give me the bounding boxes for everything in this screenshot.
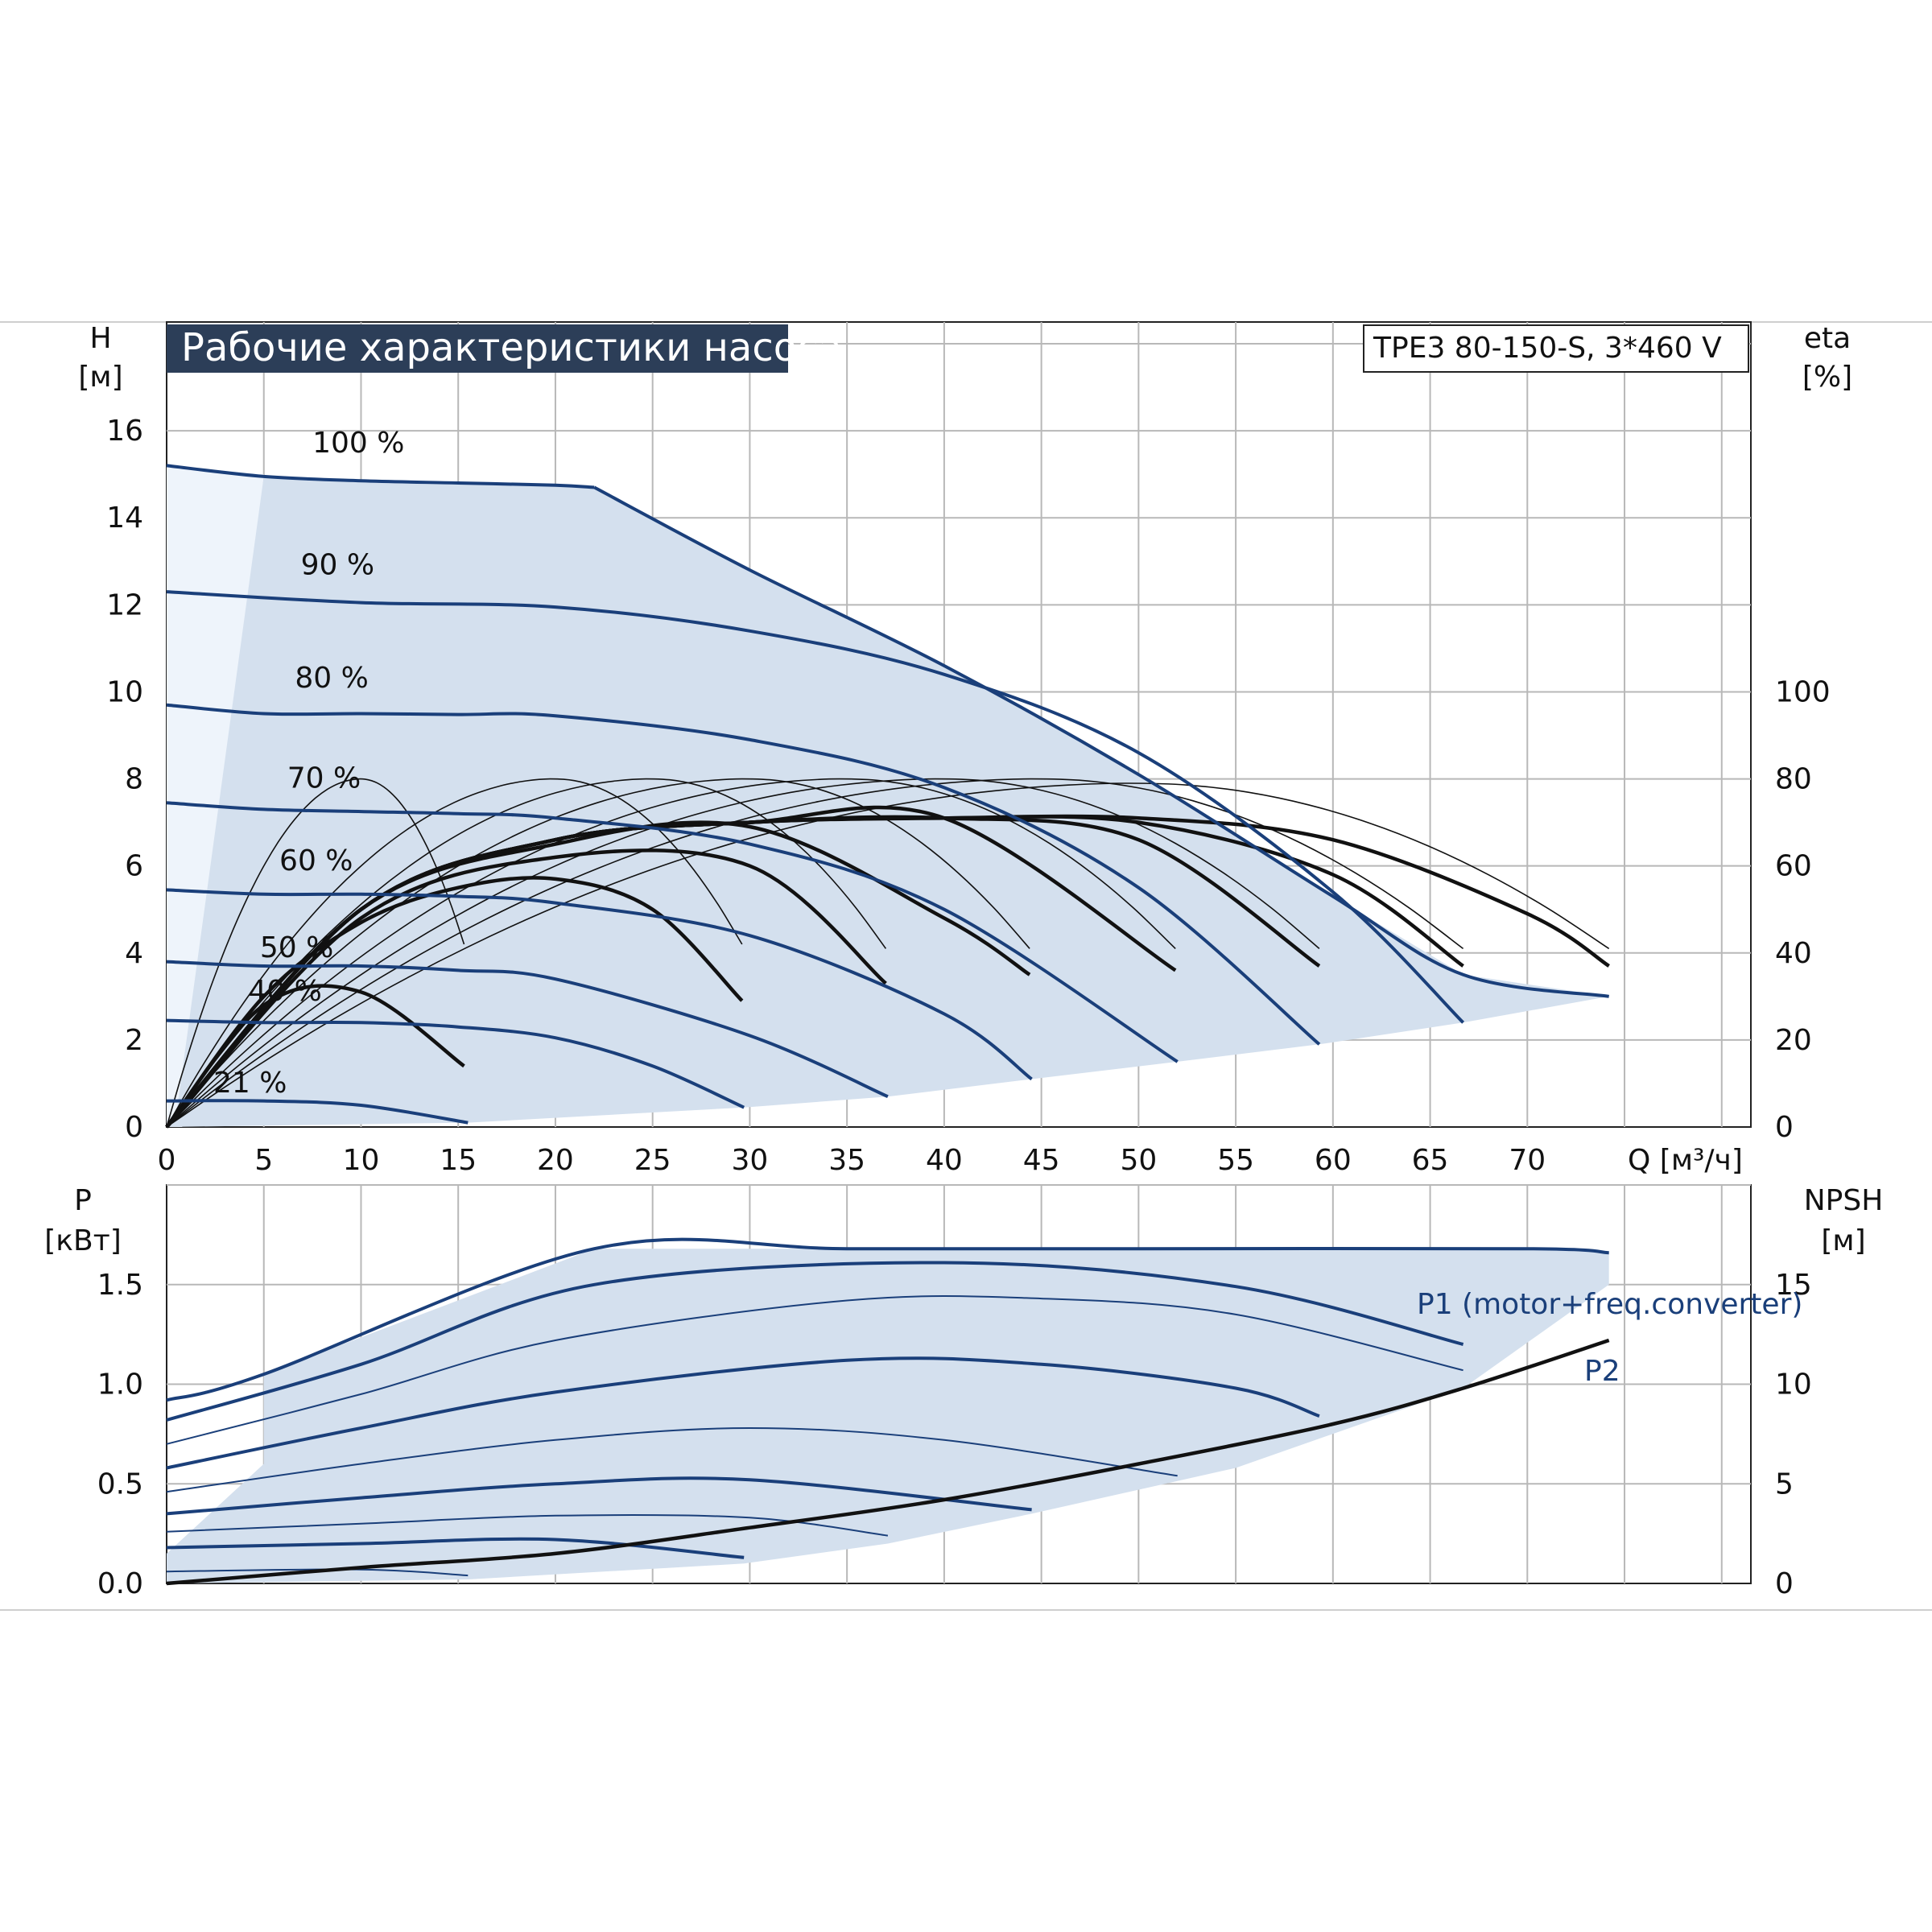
x-tick-label: 40 <box>926 1144 963 1177</box>
speed-labels: 100 % 90 % 80 % 70 % 60 % 50 % 40 % 21 % <box>213 427 405 1100</box>
speed-label: 80 % <box>295 662 368 695</box>
efficiency-curve <box>165 814 1610 1129</box>
x-tick-label: 30 <box>732 1144 769 1177</box>
speed-label: 50 % <box>260 931 333 964</box>
npsh-tick-label: 0 <box>1775 1567 1794 1600</box>
p-tick-label: 1.5 <box>97 1269 143 1302</box>
head-curve <box>593 485 1609 998</box>
y-axis-label-h: H <box>89 322 111 355</box>
y-axis-unit-h: [м] <box>78 361 122 394</box>
head-curve <box>166 801 1179 1063</box>
y-tick-label: 2 <box>125 1024 143 1057</box>
y2-tick-label: 20 <box>1775 1024 1812 1057</box>
efficiency-max-curve <box>166 778 465 1128</box>
x-tick-label: 70 <box>1509 1144 1546 1177</box>
speed-label: 70 % <box>287 762 361 795</box>
head-curve <box>166 590 1465 1024</box>
p2-curve <box>166 1338 1610 1586</box>
x-tick-label: 20 <box>537 1144 574 1177</box>
x-axis-label-q: Q [м³/ч] <box>1628 1144 1743 1177</box>
power-panel: 0.0 0.5 1.0 1.5 0 5 10 15 P [кВт] NPSH [м] P1 (… <box>44 1184 1883 1600</box>
y2-axis-unit-npsh: [м] <box>1821 1224 1865 1257</box>
model-label: TPE3 80-150-S, 3*460 V <box>1373 332 1722 365</box>
speed-label: 90 % <box>301 549 374 582</box>
p2-series-label: P2 <box>1584 1355 1620 1388</box>
npsh-tick-label: 15 <box>1775 1269 1812 1302</box>
y2-axis-unit-eta: [%] <box>1802 361 1852 394</box>
p1-curve <box>166 1356 1320 1470</box>
efficiency-curve <box>165 848 887 1129</box>
head-curve <box>166 1018 745 1109</box>
head-curve <box>166 1099 469 1125</box>
y2-tick-label: 0 <box>1775 1111 1794 1144</box>
x-tick-label: 35 <box>828 1144 865 1177</box>
p1-curve <box>166 1537 745 1559</box>
speed-label: 100 % <box>312 427 404 460</box>
x-tick-label: 55 <box>1217 1144 1254 1177</box>
y-tick-label: 16 <box>106 415 143 448</box>
y-tick-label: 4 <box>125 937 143 970</box>
npsh-tick-label: 10 <box>1775 1368 1812 1402</box>
y-axis-unit-p: [кВт] <box>44 1224 122 1257</box>
y-tick-label: 0 <box>125 1111 143 1144</box>
x-tick-label: 0 <box>158 1144 176 1177</box>
efficiency-curve <box>165 876 744 1129</box>
power-envelope-fill <box>167 1249 1609 1583</box>
p1-curve <box>166 1426 1178 1493</box>
x-tick-label: 50 <box>1120 1144 1157 1177</box>
y2-tick-label: 60 <box>1775 850 1812 883</box>
power-curves <box>166 1237 1610 1586</box>
head-curves <box>166 464 1609 1125</box>
x-tick-label: 15 <box>440 1144 477 1177</box>
y-axis-label-p: P <box>74 1184 92 1217</box>
p1-max-curve <box>166 1237 1609 1402</box>
head-curve <box>166 703 1321 1046</box>
x-tick-label: 60 <box>1315 1144 1352 1177</box>
title-box <box>167 324 788 373</box>
x-tick-label: 65 <box>1412 1144 1449 1177</box>
y2-tick-label: 80 <box>1775 763 1812 796</box>
speed-label: 60 % <box>279 844 353 877</box>
p1-curve <box>166 1261 1464 1422</box>
head-curve <box>166 960 889 1099</box>
model-box <box>1363 324 1749 373</box>
x-tick-label: 45 <box>1023 1144 1060 1177</box>
head-tick-labels: 0 5 10 15 20 25 30 35 40 45 50 55 60 65 70 0 2 4 6 8 10 12 14 1… <box>106 415 1831 1177</box>
p-tick-label: 0.0 <box>97 1567 143 1600</box>
y2-tick-label: 40 <box>1775 937 1812 970</box>
efficiency-max-curve <box>166 778 1464 1128</box>
head-curve <box>166 888 1033 1081</box>
npsh-tick-label: 5 <box>1775 1468 1794 1501</box>
p-tick-label: 0.5 <box>97 1468 143 1501</box>
y2-tick-label: 100 <box>1775 675 1831 708</box>
power-tick-labels: 0.0 0.5 1.0 1.5 0 5 10 15 <box>97 1269 1812 1600</box>
p1-curve <box>166 1476 1032 1516</box>
p-tick-label: 1.0 <box>97 1368 143 1402</box>
y2-axis-label-npsh: NPSH <box>1804 1184 1884 1217</box>
p1-series-label: P1 (motor+freq.converter) <box>1417 1288 1802 1321</box>
power-envelope <box>167 1249 1609 1583</box>
head-envelope-fill <box>167 476 1609 1127</box>
y-tick-label: 10 <box>106 675 143 708</box>
y2-axis-label-eta: eta <box>1804 322 1851 355</box>
speed-label: 40 % <box>248 975 321 1008</box>
x-tick-label: 10 <box>343 1144 380 1177</box>
head-curve <box>166 464 595 489</box>
x-tick-label: 5 <box>254 1144 273 1177</box>
speed-label: 21 % <box>213 1067 287 1100</box>
y-tick-label: 14 <box>106 502 143 535</box>
y-tick-label: 6 <box>125 850 143 883</box>
x-tick-label: 25 <box>634 1144 671 1177</box>
p1-curve <box>166 1294 1463 1445</box>
chart-title: Рабочие характеристики насоса <box>181 325 842 370</box>
y-tick-label: 12 <box>106 588 143 621</box>
head-panel: 0 5 10 15 20 25 30 35 40 45 50 55 60 65 70 0 2 4 6 8 10 12 14 1… <box>78 321 1852 1177</box>
efficiency-max-curve <box>166 778 743 1128</box>
y-tick-label: 8 <box>125 763 143 796</box>
